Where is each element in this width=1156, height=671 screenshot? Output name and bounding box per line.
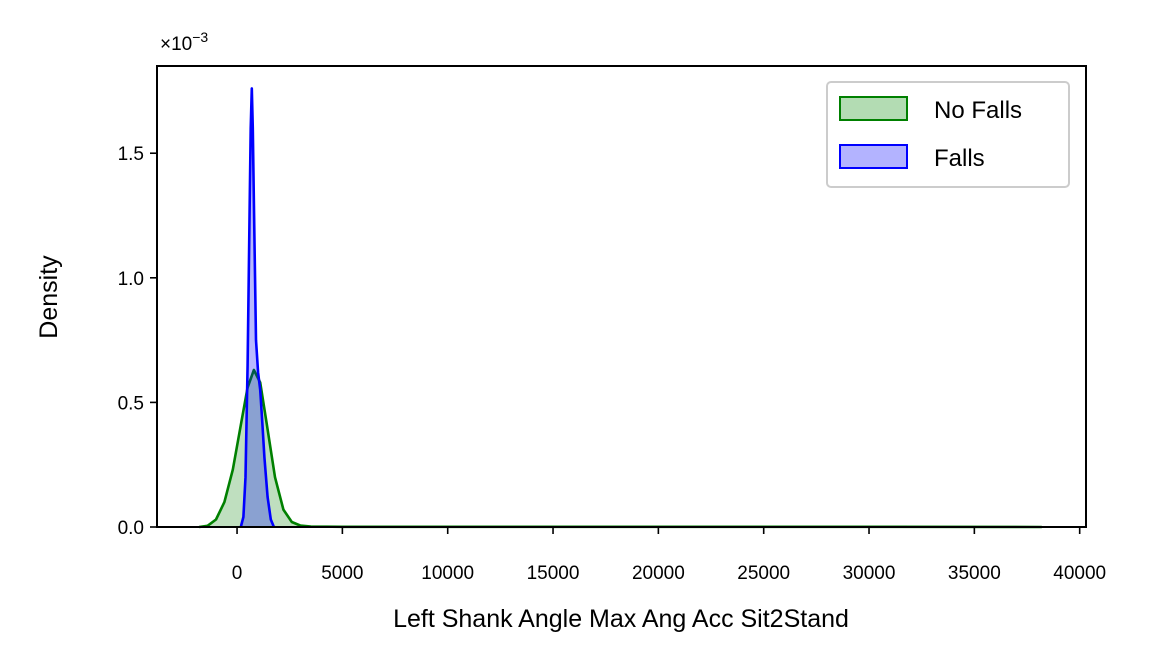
y-tick-label: 1.0 — [118, 269, 144, 290]
x-ticks: 0 5000 10000 15000 20000 25000 30000 35000 40000 — [232, 527, 1106, 584]
legend-label-falls: Falls — [934, 145, 985, 172]
series-area-no-falls — [199, 370, 1042, 527]
x-axis-title: Left Shank Angle Max Ang Acc Sit2Stand — [393, 605, 849, 633]
x-tick-label: 40000 — [1053, 563, 1106, 584]
y-tick-label: 0.0 — [118, 518, 144, 539]
x-tick-label: 30000 — [843, 563, 896, 584]
y-ticks: 0.0 0.5 1.0 1.5 — [118, 144, 157, 539]
x-tick-label: 25000 — [737, 563, 790, 584]
legend: No Falls Falls — [826, 81, 1070, 188]
x-tick-label: 35000 — [948, 563, 1001, 584]
plot-frame — [156, 65, 1087, 528]
series-line-no-falls — [198, 368, 1042, 529]
x-tick-label: 10000 — [421, 563, 474, 584]
x-tick-label: 5000 — [321, 563, 363, 584]
x-tick-label: 0 — [232, 563, 243, 584]
series-area-falls — [240, 88, 274, 528]
legend-label-no-falls: No Falls — [934, 97, 1022, 124]
legend-swatch-falls — [839, 144, 908, 169]
y-tick-label: 0.5 — [118, 393, 144, 414]
series-line-falls — [239, 87, 276, 528]
y-axis-title: Density — [35, 255, 63, 339]
x-tick-label: 15000 — [527, 563, 580, 584]
legend-swatch-no-falls — [839, 96, 908, 121]
y-tick-label: 1.5 — [118, 144, 144, 165]
x-tick-label: 20000 — [632, 563, 685, 584]
y-multiplier-label: ×10−3 — [160, 29, 208, 55]
